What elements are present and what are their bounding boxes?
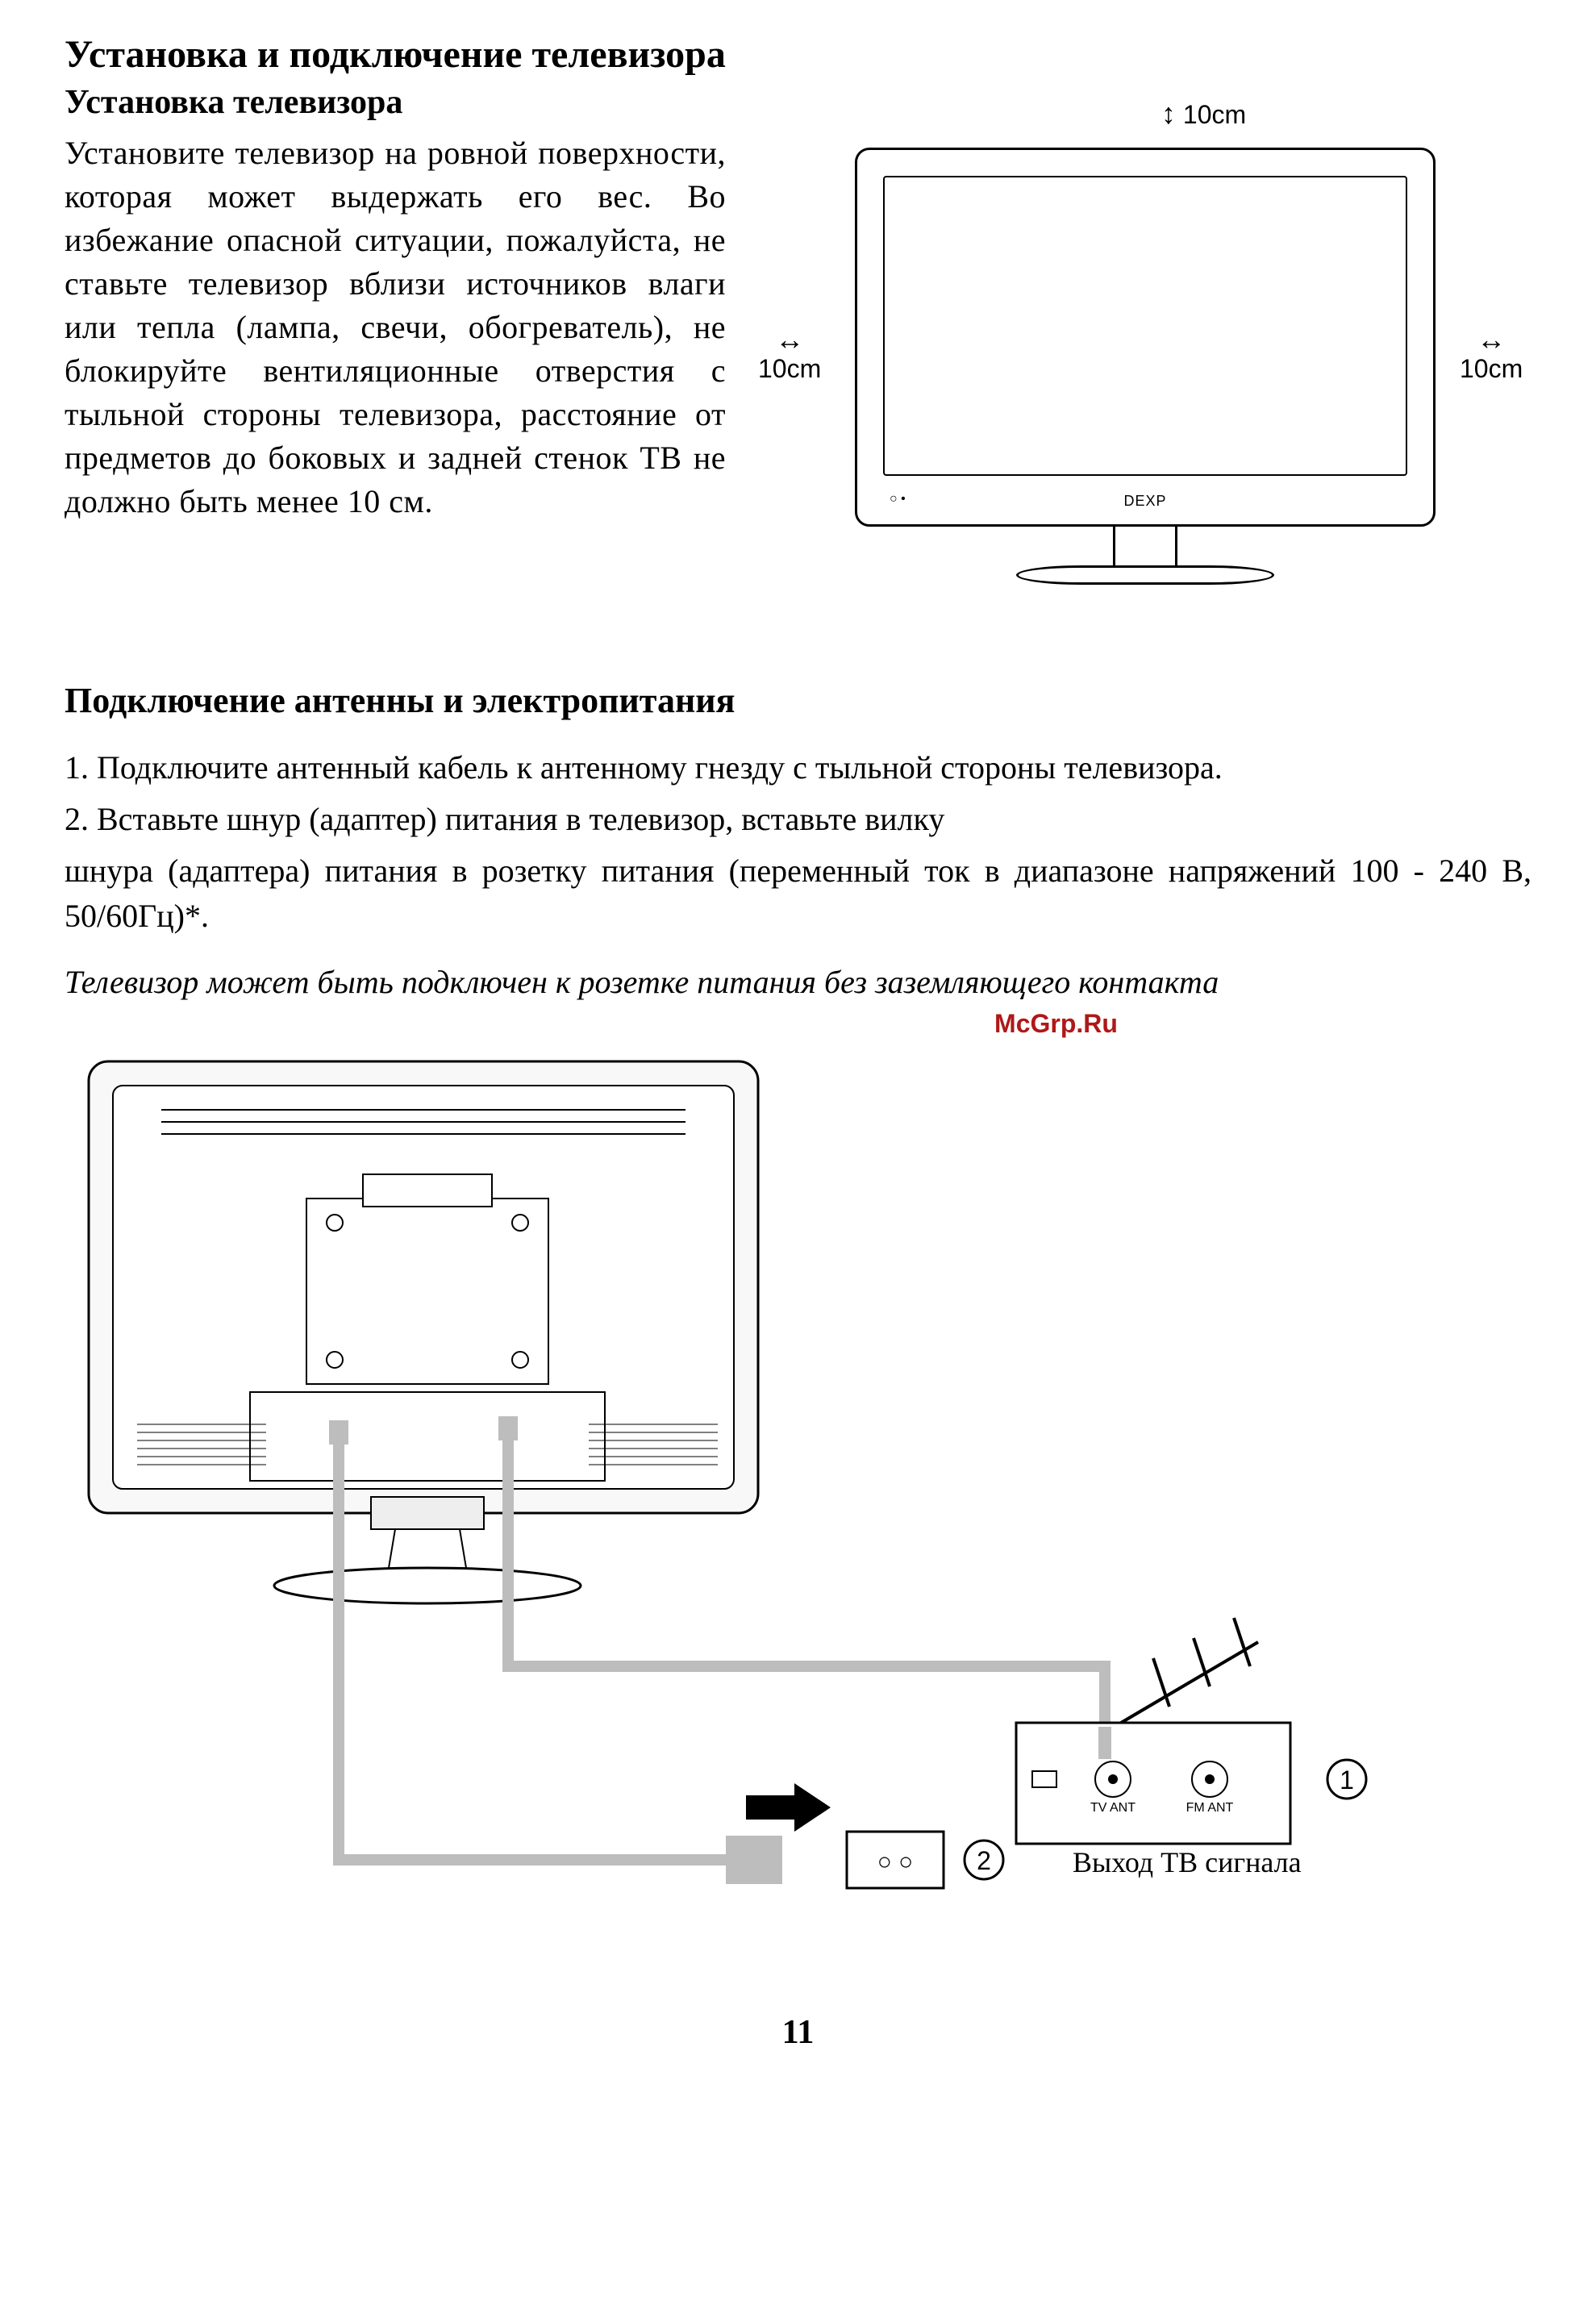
clearance-right-label: ↔ 10cm — [1460, 325, 1523, 384]
arrow-right-icon — [746, 1783, 831, 1832]
install-text-column: Установка телевизора Установите телевизо… — [65, 83, 726, 632]
tv-stand-neck — [1113, 527, 1177, 567]
signal-output-label: Выход ТВ сигнала — [1073, 1846, 1302, 1878]
step-1-number: 1 — [1340, 1765, 1354, 1795]
tv-ant-label: TV ANT — [1090, 1801, 1136, 1815]
connection-diagram: ○ ○ TV ANT FM ANT 1 2 Выход ТВ сигнала — [65, 1045, 1516, 1949]
power-plug-block — [726, 1836, 782, 1884]
step-2-number: 2 — [977, 1846, 991, 1875]
stand-bracket — [371, 1497, 484, 1529]
connection-svg: ○ ○ TV ANT FM ANT 1 2 Выход ТВ сигнала — [65, 1045, 1516, 1949]
arrow-horizontal-icon: ↔ — [1460, 325, 1523, 354]
clearance-right-value: 10cm — [1460, 354, 1523, 384]
tv-led-indicator: ○ • — [890, 492, 906, 507]
watermark-text: McGrp.Ru — [581, 1009, 1531, 1039]
clearance-left-label: ↔ 10cm — [758, 325, 821, 384]
page-number: 11 — [65, 2013, 1531, 2052]
connect-step-1: 1. Подключите антенный кабель к антенном… — [65, 745, 1531, 790]
socket-holes: ○ ○ — [877, 1849, 914, 1875]
fm-ant-label: FM ANT — [1186, 1801, 1234, 1815]
vesa-top-tab — [363, 1174, 492, 1207]
arrow-horizontal-icon: ↔ — [758, 325, 821, 354]
clearance-diagram: ↕ 10cm ↔ 10cm ↔ 10cm DEXP ○ • — [758, 83, 1531, 632]
main-title: Установка и подключение телевизора — [65, 32, 1531, 77]
clearance-left-value: 10cm — [758, 354, 821, 384]
install-section: Установка телевизора Установите телевизо… — [65, 83, 1531, 632]
stand-base — [274, 1568, 581, 1603]
connect-step-2b: шнура (адаптера) питания в розетку питан… — [65, 848, 1531, 939]
antenna-icon — [1121, 1618, 1258, 1723]
power-plug-tv — [329, 1420, 348, 1444]
arrow-vertical-icon: ↕ — [1161, 97, 1176, 130]
tv-screen-area — [883, 176, 1407, 476]
connect-subtitle: Подключение антенны и электропитания — [65, 680, 1531, 721]
tv-brand-logo: DEXP — [1123, 493, 1166, 510]
clearance-top-label: ↕ 10cm — [1161, 99, 1246, 130]
install-subtitle: Установка телевизора — [65, 83, 726, 122]
connector-panel — [250, 1392, 605, 1481]
tv-stand-base — [1016, 565, 1274, 585]
antenna-plug-tv — [498, 1416, 518, 1440]
connect-step-2a: 2. Вставьте шнур (адаптер) питания в тел… — [65, 797, 1531, 842]
grounding-note: Телевизор может быть подключен к розетке… — [65, 963, 1531, 1001]
install-paragraph: Установите телевизор на ровной поверхнос… — [65, 131, 726, 523]
tv-front-illustration: DEXP ○ • — [855, 148, 1436, 527]
clearance-top-value: 10cm — [1183, 100, 1246, 129]
